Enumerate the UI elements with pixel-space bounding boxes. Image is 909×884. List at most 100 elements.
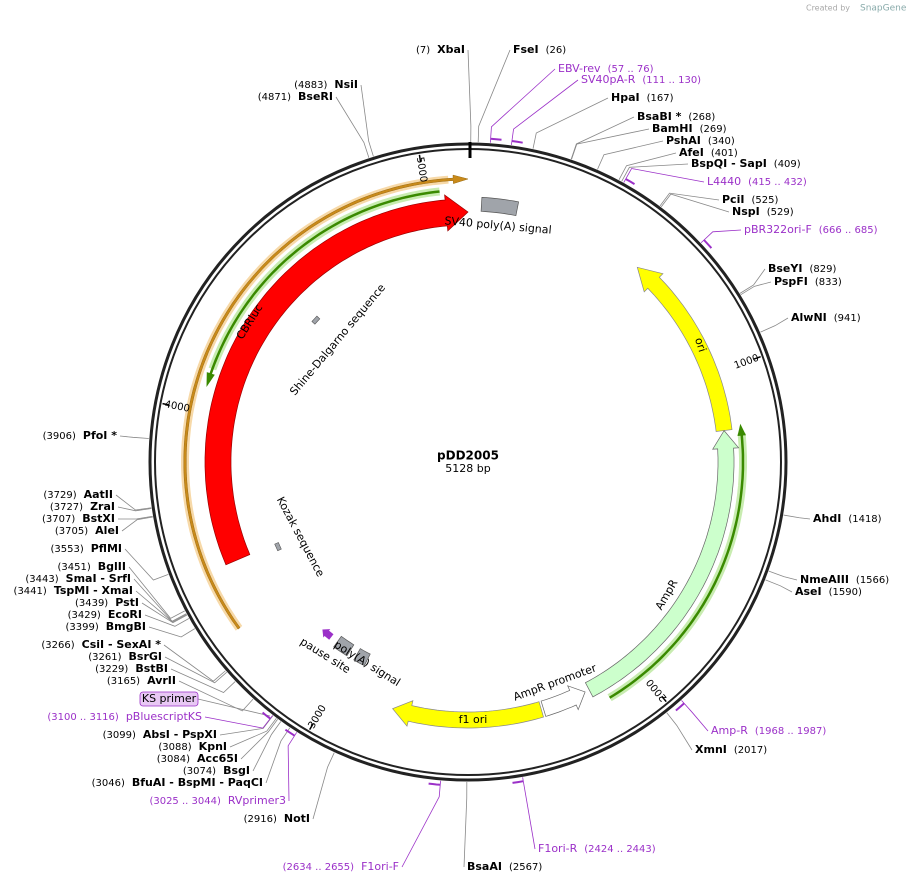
leader-line bbox=[335, 96, 370, 158]
leader-line bbox=[141, 602, 188, 624]
primer-name: Amp-R bbox=[711, 724, 748, 737]
enzyme-position: (3906) bbox=[43, 431, 76, 442]
feature-label: Kozak sequence bbox=[274, 495, 327, 580]
enzyme-name: BamHI bbox=[652, 122, 693, 135]
enzyme-name: BmgBI bbox=[106, 620, 146, 633]
leader-line bbox=[477, 49, 511, 143]
leader-line bbox=[489, 68, 556, 143]
enzyme-position: (1590) bbox=[829, 587, 862, 598]
enzyme-label: BseYI (829) bbox=[768, 262, 836, 275]
enzyme-name: XmnI bbox=[695, 743, 727, 756]
enzyme-label: NspI (529) bbox=[732, 205, 794, 218]
enzyme-position: (7) bbox=[416, 45, 430, 56]
primer-site bbox=[428, 782, 441, 786]
leader-line bbox=[128, 566, 185, 619]
feature-ampr bbox=[584, 430, 740, 698]
leader-line bbox=[115, 494, 152, 511]
enzyme-label: (3429) EcoRI bbox=[68, 608, 142, 621]
enzyme-name: AhdI bbox=[813, 512, 841, 525]
enzyme-label: BspQI - SapI (409) bbox=[691, 157, 801, 170]
leader-line bbox=[666, 712, 693, 751]
primer-site bbox=[512, 780, 524, 784]
leader-line bbox=[522, 777, 536, 850]
enzyme-name: PstI bbox=[115, 596, 139, 609]
enzyme-position: (3707) bbox=[42, 514, 75, 525]
primer-name: EBV-rev bbox=[558, 62, 601, 75]
leader-line bbox=[133, 578, 187, 622]
enzyme-name: FseI bbox=[513, 43, 539, 56]
enzyme-label: BsaAI (2567) bbox=[467, 860, 542, 873]
leader-line bbox=[164, 656, 228, 684]
enzyme-position: (941) bbox=[834, 313, 861, 324]
enzyme-label: PshAI (340) bbox=[666, 134, 735, 147]
enzyme-name: AbsI - PspXI bbox=[143, 728, 217, 741]
primer-name: F1ori-R bbox=[538, 842, 578, 855]
feature-ori bbox=[636, 266, 733, 432]
enzyme-position: (3705) bbox=[55, 526, 88, 537]
primer-label: Amp-R (1968 .. 1987) bbox=[711, 724, 826, 737]
primer-label: EBV-rev (57 .. 76) bbox=[558, 62, 654, 75]
enzyme-name: XbaI bbox=[437, 43, 465, 56]
enzyme-name: EcoRI bbox=[108, 608, 142, 621]
plasmid-name: pDD2005 bbox=[437, 449, 499, 463]
primer-range: (666 .. 685) bbox=[819, 225, 878, 236]
primer-arrow bbox=[183, 174, 469, 630]
enzyme-label: (3705) AleI bbox=[55, 524, 119, 537]
enzyme-label: AhdI (1418) bbox=[813, 512, 882, 525]
leader-line bbox=[121, 516, 153, 532]
enzyme-name: BsaBI * bbox=[637, 110, 682, 123]
enzyme-name: PfoI * bbox=[83, 429, 117, 442]
leader-line bbox=[571, 128, 650, 160]
enzyme-name: HpaI bbox=[611, 91, 640, 104]
enzyme-label: (2916) NotI bbox=[244, 812, 310, 825]
primer-label: pBR322ori-F (666 .. 685) bbox=[744, 223, 878, 236]
enzyme-name: BsrGI bbox=[129, 650, 162, 663]
primer-site bbox=[284, 728, 296, 737]
primer-label: L4440 (415 .. 432) bbox=[707, 175, 807, 188]
leader-line bbox=[467, 49, 472, 143]
leader-line bbox=[739, 268, 766, 294]
scale-tick bbox=[418, 154, 422, 162]
leader-line bbox=[117, 506, 152, 512]
leader-line bbox=[765, 579, 793, 593]
enzyme-name: Acc65I bbox=[197, 752, 238, 765]
enzyme-name: AseI bbox=[795, 585, 822, 598]
feature-cbrluc bbox=[204, 194, 469, 566]
leader-line bbox=[660, 193, 730, 213]
enzyme-name: KpnI bbox=[199, 740, 227, 753]
enzyme-label: (3906) PfoI * bbox=[43, 429, 118, 442]
enzyme-label: AseI (1590) bbox=[795, 585, 862, 598]
leader-line bbox=[401, 780, 441, 868]
leader-line bbox=[570, 116, 635, 160]
enzyme-name: PspFI bbox=[774, 275, 808, 288]
primer-label: (3025 .. 3044) RVprimer3 bbox=[149, 794, 286, 807]
enzyme-position: (2017) bbox=[734, 745, 767, 756]
enzyme-position: (3229) bbox=[95, 664, 128, 675]
leader-line bbox=[618, 152, 677, 181]
leader-line bbox=[117, 515, 153, 520]
feature-label: KS primer bbox=[142, 692, 197, 705]
enzyme-position: (3729) bbox=[43, 490, 76, 501]
leader-line bbox=[144, 614, 190, 627]
enzyme-position: (269) bbox=[700, 124, 727, 135]
enzyme-label: (3439) PstI bbox=[75, 596, 139, 609]
leader-line bbox=[659, 192, 720, 207]
leader-line bbox=[163, 644, 226, 682]
primer-range: (3100 .. 3116) bbox=[47, 712, 119, 723]
enzyme-name: BstXI bbox=[82, 512, 115, 525]
leader-line bbox=[623, 168, 705, 183]
primer-range: (57 .. 76) bbox=[608, 64, 654, 75]
primer-range: (2424 .. 2443) bbox=[584, 844, 656, 855]
enzyme-position: (3429) bbox=[68, 610, 101, 621]
enzyme-position: (3553) bbox=[50, 544, 83, 555]
enzyme-position: (4871) bbox=[258, 92, 291, 103]
enzyme-name: AvrII bbox=[147, 674, 176, 687]
enzyme-name: BglII bbox=[98, 560, 126, 573]
feature-sd bbox=[311, 315, 321, 325]
enzyme-label: AlwNI (941) bbox=[791, 311, 861, 324]
enzyme-name: BspQI - SapI bbox=[691, 157, 767, 170]
leader-line bbox=[287, 732, 298, 802]
enzyme-label: (3084) Acc65I bbox=[157, 752, 238, 765]
enzyme-label: PspFI (833) bbox=[774, 275, 842, 288]
enzyme-label: BamHI (269) bbox=[652, 122, 727, 135]
